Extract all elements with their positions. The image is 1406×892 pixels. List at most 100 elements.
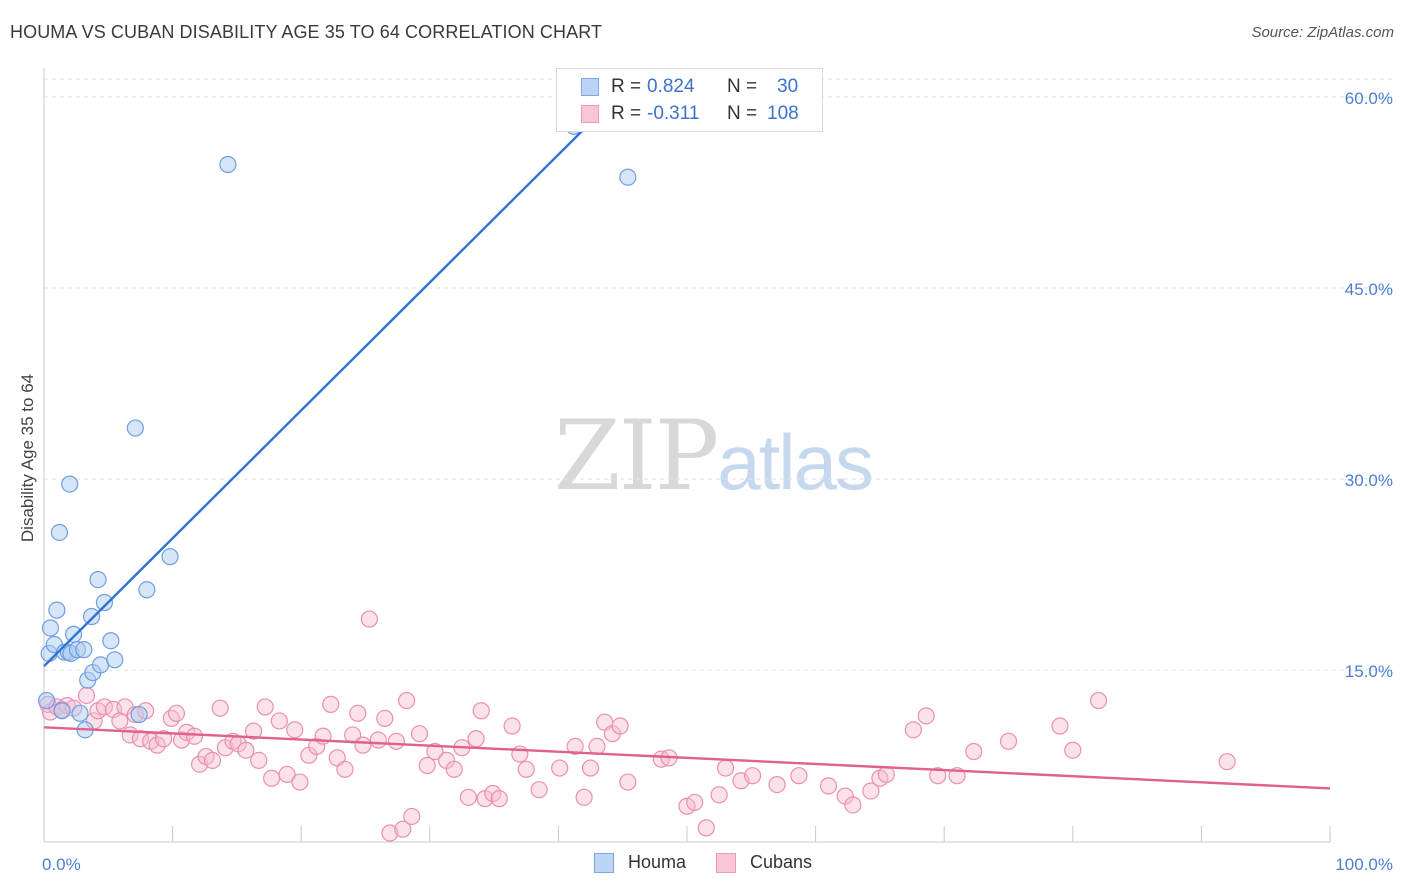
cubans-point [286, 721, 304, 739]
cubans-point [768, 775, 786, 794]
houma-r-value: 0.824 [647, 76, 695, 97]
cubans-point [686, 793, 704, 812]
cubans-point [1089, 691, 1108, 710]
houma-point [161, 548, 179, 566]
watermark-atlas: atlas [717, 418, 874, 506]
houma-point [48, 601, 66, 619]
cubans-point [354, 736, 372, 754]
houma-point [89, 570, 107, 589]
cubans-point [394, 820, 412, 838]
trend-lines [43, 96, 1331, 790]
cubans-point [167, 704, 186, 722]
cubans-point [844, 796, 862, 814]
cubans-point [185, 727, 204, 745]
houma-point [37, 691, 56, 710]
houma-point [75, 641, 93, 659]
cubans-point [999, 732, 1018, 750]
cubans-point [710, 786, 728, 804]
y-tick-label: 45.0% [1345, 280, 1393, 299]
cubans-point [250, 751, 268, 770]
houma-point [50, 523, 69, 542]
houma-points [37, 117, 637, 739]
cubans-point [211, 699, 229, 717]
cubans-point [819, 777, 838, 795]
y-tick-label: 60.0% [1345, 89, 1393, 108]
cubans-r-label: R = [611, 103, 642, 124]
cubans-point [426, 742, 444, 761]
cubans-point [551, 759, 569, 777]
cubans-point [503, 717, 521, 735]
cubans-point [611, 717, 629, 735]
cubans-point [716, 759, 735, 777]
cubans-point [148, 736, 166, 754]
cubans-point [360, 610, 378, 628]
cubans-point [619, 773, 637, 791]
cubans-point [387, 732, 405, 750]
cubans-point [381, 824, 399, 842]
houma-point [95, 593, 114, 612]
cubans-point [877, 765, 895, 784]
cubans-point [1064, 741, 1082, 759]
cubans-point [917, 707, 935, 725]
cubans-point [376, 709, 394, 727]
cubans-point [162, 709, 180, 727]
axes [43, 68, 1331, 843]
cubans-point [270, 712, 288, 730]
tick-labels: 15.0% 30.0% 45.0% 60.0% 0.0% 100.0% [42, 89, 1393, 874]
cubans-legend-swatch [715, 852, 736, 873]
series-legend: Houma Cubans [0, 852, 1406, 873]
cubans-point [445, 760, 463, 778]
cubans-point [862, 782, 880, 800]
cubans-point [203, 751, 222, 770]
cubans-point [369, 731, 387, 749]
cubans-point [256, 698, 274, 716]
legend-row-houma: R = 0.824 N = 30 [581, 75, 798, 99]
houma-point [64, 625, 83, 643]
x-tick-label: 100.0% [1335, 855, 1393, 874]
cubans-point [743, 767, 762, 785]
houma-r-label: R = [611, 76, 642, 97]
cubans-point [398, 691, 416, 710]
houma-legend-swatch [593, 852, 614, 873]
houma-point [61, 475, 79, 493]
houma-swatch [581, 78, 599, 96]
cubans-point [278, 765, 296, 784]
cubans-point [263, 769, 281, 787]
cubans-point [467, 730, 485, 748]
cubans-points [39, 610, 1236, 842]
houma-point [619, 168, 637, 186]
legend-item-cubans[interactable]: Cubans [715, 852, 812, 873]
cubans-point [904, 721, 922, 739]
cubans-r-value: -0.311 [647, 103, 700, 124]
houma-point [130, 705, 148, 724]
cubans-point [154, 730, 173, 748]
cubans-point [349, 704, 367, 722]
cubans-point [575, 788, 593, 806]
legend-item-houma[interactable]: Houma [593, 852, 686, 873]
cubans-point [178, 723, 196, 741]
houma-legend-label: Houma [627, 852, 686, 872]
houma-point [41, 619, 60, 637]
stats-legend: R = 0.824 N = 30 R = -0.311 N = 108 [556, 68, 823, 132]
cubans-point [403, 807, 421, 826]
cubans-n-value: 108 [767, 103, 799, 124]
cubans-point [929, 767, 947, 785]
cubans-point [1051, 717, 1069, 735]
houma-trend-line [43, 96, 618, 668]
houma-point [71, 704, 89, 722]
houma-point [219, 155, 237, 174]
houma-n-label: N = [727, 76, 758, 97]
houma-n-value: 30 [777, 76, 799, 97]
houma-point [126, 419, 144, 437]
cubans-point [291, 773, 309, 791]
cubans-point [965, 742, 983, 761]
cubans-point [418, 756, 436, 775]
cubans-point [581, 759, 600, 777]
houma-point [138, 581, 156, 599]
cubans-point [517, 760, 535, 778]
cubans-point [410, 725, 429, 743]
cubans-point [566, 737, 584, 756]
cubans-point [511, 745, 529, 763]
x-tick-label: 0.0% [42, 855, 81, 874]
